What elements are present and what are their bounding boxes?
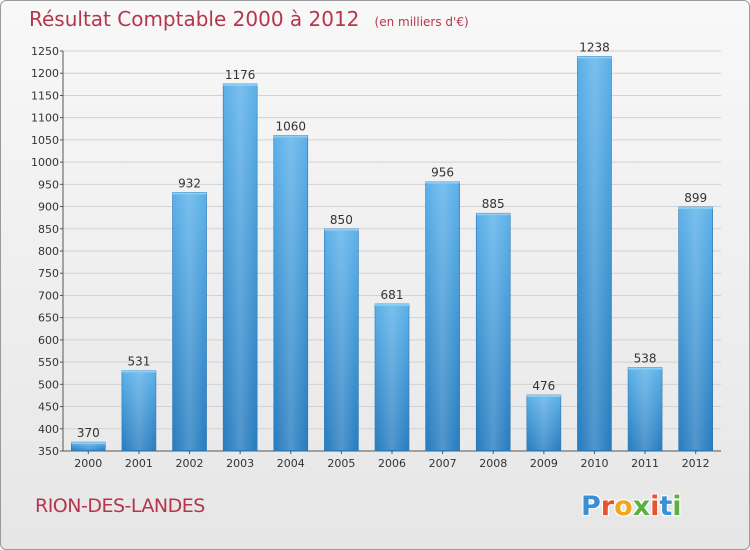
y-tick-label: 850 xyxy=(38,223,59,236)
bar-highlight xyxy=(326,229,357,450)
y-tick-label: 1200 xyxy=(31,67,59,80)
data-label: 885 xyxy=(482,197,505,211)
y-tick-label: 600 xyxy=(38,334,59,347)
x-tick-label: 2010 xyxy=(580,457,608,470)
x-tick-label: 2002 xyxy=(176,457,204,470)
bar-highlight xyxy=(275,136,306,450)
data-label: 956 xyxy=(431,166,454,180)
bar-highlight xyxy=(73,443,104,450)
bar-highlight xyxy=(377,304,407,450)
x-tick-label: 2001 xyxy=(125,457,153,470)
x-tick-label: 2008 xyxy=(479,457,507,470)
y-tick-label: 950 xyxy=(38,178,59,191)
y-tick-label: 450 xyxy=(38,401,59,414)
logo-letter: i xyxy=(672,491,682,522)
logo-letter: i xyxy=(650,491,660,522)
commune-name: RION-DES-LANDES xyxy=(35,495,205,517)
proxiti-logo: Proxiti xyxy=(581,491,682,522)
data-label: 538 xyxy=(634,351,657,365)
data-label: 681 xyxy=(381,288,404,302)
bar-highlight xyxy=(579,57,610,450)
x-tick-label: 2004 xyxy=(277,457,305,470)
y-tick-label: 1150 xyxy=(31,89,59,102)
y-tick-label: 750 xyxy=(38,267,59,280)
x-tick-label: 2000 xyxy=(74,457,102,470)
logo-letter: P xyxy=(581,491,601,522)
logo-letter: x xyxy=(632,491,651,522)
y-tick-label: 550 xyxy=(38,356,59,369)
y-tick-label: 350 xyxy=(38,445,59,458)
bar-highlight xyxy=(427,182,458,450)
data-label: 850 xyxy=(330,213,353,227)
data-label: 1060 xyxy=(275,119,306,133)
bar-highlight xyxy=(680,208,711,450)
x-tick-label: 2009 xyxy=(530,457,558,470)
y-tick-label: 650 xyxy=(38,312,59,325)
y-tick-label: 1050 xyxy=(31,134,59,147)
y-tick-label: 1100 xyxy=(31,112,59,125)
data-label: 1238 xyxy=(579,40,610,54)
bar-highlight xyxy=(528,396,559,450)
data-label: 476 xyxy=(532,379,555,393)
data-label: 932 xyxy=(178,176,201,190)
x-tick-label: 2003 xyxy=(226,457,254,470)
data-label: 1176 xyxy=(225,68,256,82)
bar-highlight xyxy=(630,368,661,450)
x-tick-label: 2006 xyxy=(378,457,406,470)
logo-letter: t xyxy=(659,491,673,522)
bar-highlight xyxy=(478,214,509,450)
x-tick-label: 2011 xyxy=(631,457,659,470)
y-tick-label: 700 xyxy=(38,289,59,302)
chart-title: Résultat Comptable 2000 à 2012 xyxy=(29,7,360,31)
data-label: 370 xyxy=(77,426,100,440)
y-tick-label: 1250 xyxy=(31,45,59,58)
data-label: 531 xyxy=(127,355,150,369)
y-tick-label: 1000 xyxy=(31,156,59,169)
bar-highlight xyxy=(225,84,256,450)
bar-highlight xyxy=(174,193,205,451)
logo-letter: o xyxy=(614,491,633,522)
x-tick-label: 2005 xyxy=(327,457,355,470)
logo-letter: r xyxy=(600,491,615,522)
bar-highlight xyxy=(123,371,154,450)
y-tick-label: 900 xyxy=(38,201,59,214)
chart-subtitle: (en milliers d'€) xyxy=(374,15,469,29)
y-tick-label: 800 xyxy=(38,245,59,258)
y-tick-label: 500 xyxy=(38,378,59,391)
x-tick-label: 2012 xyxy=(682,457,710,470)
y-tick-label: 400 xyxy=(38,423,59,436)
title-block: Résultat Comptable 2000 à 2012 (en milli… xyxy=(29,7,469,31)
x-tick-label: 2007 xyxy=(429,457,457,470)
data-label: 899 xyxy=(684,191,707,205)
